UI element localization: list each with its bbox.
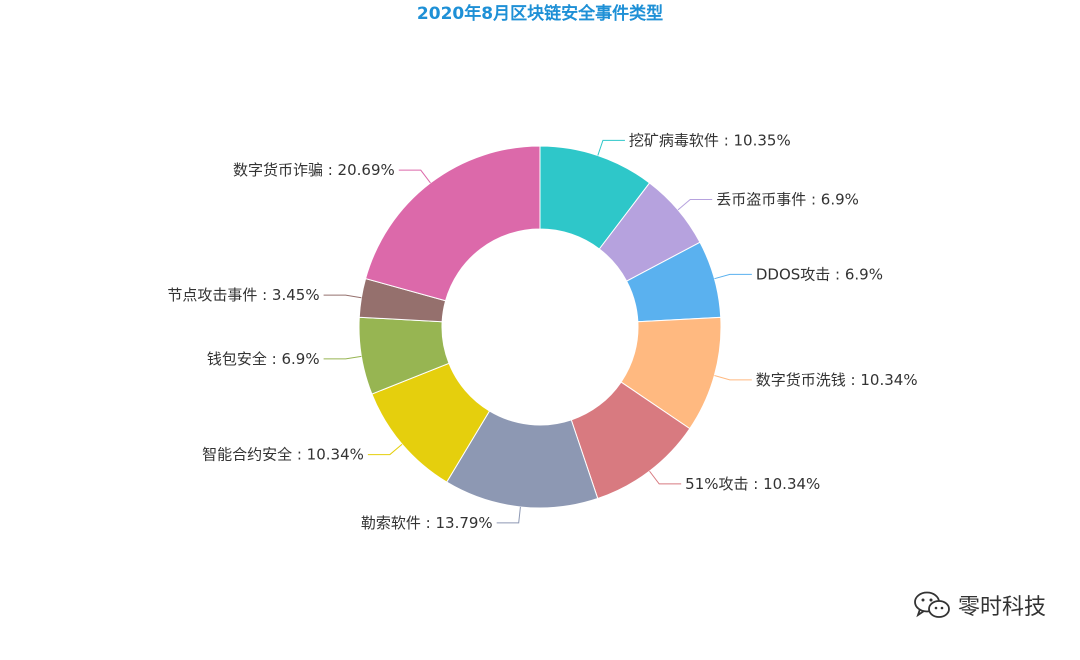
chart-title: 2020年8月区块链安全事件类型	[417, 3, 663, 24]
slice-label: DDOS攻击 : 6.9%	[756, 265, 883, 283]
slices-group	[358, 145, 722, 509]
labels-group: 挖矿病毒软件 : 10.35% 丢币盗币事件 : 6.9% DDOS攻击 : 6.9…	[167, 131, 917, 532]
label-leader-line	[323, 294, 362, 299]
wechat-icon	[914, 591, 950, 618]
label-leader-line	[714, 273, 752, 280]
label-leader-line	[398, 169, 431, 184]
watermark-text: 零时科技	[957, 595, 1046, 620]
slice-label: 挖矿病毒软件 : 10.35%	[629, 131, 791, 149]
label-leader-line	[323, 355, 362, 360]
label-leader-line	[597, 139, 625, 156]
label-leader-line	[496, 506, 521, 524]
slice-label: 钱包安全 : 6.9%	[207, 350, 320, 368]
slice-label: 丢币盗币事件 : 6.9%	[716, 191, 859, 209]
slice-label: 节点攻击事件 : 3.45%	[167, 286, 319, 304]
label-leader-line	[714, 375, 752, 381]
label-leader-line	[367, 443, 403, 456]
slice-label: 数字货币诈骗 : 20.69%	[233, 161, 395, 179]
pie-slice[interactable]	[364, 145, 541, 302]
label-leader-line	[677, 199, 713, 211]
slice-label: 51%攻击 : 10.34%	[685, 475, 820, 493]
watermark: 零时科技	[912, 589, 1046, 621]
slice-label: 数字货币洗钱 : 10.34%	[756, 371, 918, 389]
slice-label: 勒索软件 : 13.79%	[361, 514, 493, 532]
label-leader-line	[649, 470, 682, 485]
slice-label: 智能合约安全 : 10.34%	[202, 446, 364, 464]
